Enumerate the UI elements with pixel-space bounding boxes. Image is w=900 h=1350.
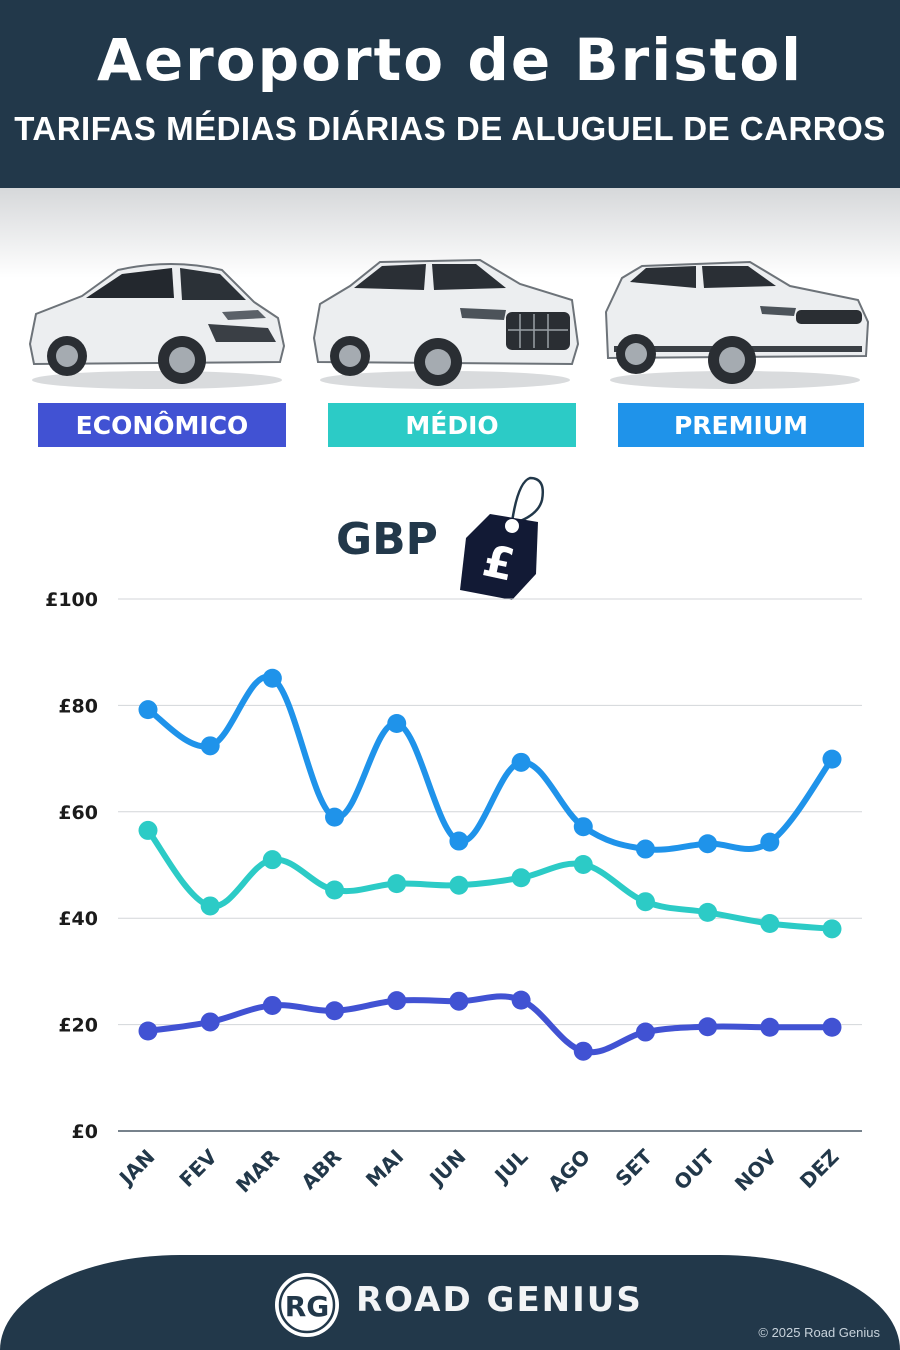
hatchback-car-icon bbox=[22, 252, 292, 392]
line-chart: £0 £20 £40 £60 £80 £100 JAN FEV MAR ABR MAI JUN JUL A… bbox=[45, 589, 862, 1198]
data-point bbox=[138, 820, 158, 840]
data-point bbox=[200, 736, 220, 756]
data-point bbox=[760, 832, 780, 852]
legend-premium: PREMIUM bbox=[618, 403, 864, 447]
data-point bbox=[635, 892, 655, 912]
x-tick-label: MAI bbox=[361, 1145, 408, 1192]
y-tick-label: £100 bbox=[45, 589, 98, 611]
page-subtitle: TARIFAS MÉDIAS DIÁRIAS DE ALUGUEL DE CAR… bbox=[14, 110, 886, 147]
data-point bbox=[822, 1017, 842, 1037]
x-tick-label: SET bbox=[611, 1144, 658, 1191]
y-tick-label: £0 bbox=[72, 1121, 98, 1143]
footer-banner bbox=[0, 1255, 900, 1350]
x-tick-label: NOV bbox=[730, 1144, 782, 1196]
x-tick-label: OUT bbox=[669, 1144, 719, 1194]
x-tick-label: JUL bbox=[488, 1144, 532, 1188]
luxury-suv-car-icon bbox=[600, 252, 870, 392]
data-point bbox=[325, 1001, 345, 1021]
data-point bbox=[760, 914, 780, 934]
data-point bbox=[511, 990, 531, 1010]
suv-car-icon bbox=[310, 252, 580, 392]
y-tick-label: £20 bbox=[58, 1015, 98, 1037]
data-point bbox=[387, 874, 407, 894]
road-genius-logo: RG bbox=[275, 1273, 339, 1337]
data-point bbox=[511, 868, 531, 888]
data-point bbox=[387, 991, 407, 1011]
data-point bbox=[698, 834, 718, 854]
data-point bbox=[698, 902, 718, 922]
x-tick-label: JAN bbox=[113, 1145, 159, 1191]
x-tick-label: JUN bbox=[423, 1145, 470, 1192]
page-title: Aeroporto de Bristol bbox=[96, 26, 804, 94]
price-tag-icon: £ bbox=[460, 476, 544, 600]
legend-medio: MÉDIO bbox=[328, 403, 576, 447]
data-point bbox=[262, 995, 282, 1015]
data-point bbox=[573, 1041, 593, 1061]
data-point bbox=[822, 919, 842, 939]
data-point bbox=[449, 875, 469, 895]
data-point bbox=[325, 807, 345, 827]
series-line bbox=[145, 673, 835, 853]
data-point bbox=[325, 880, 345, 900]
data-point bbox=[138, 1021, 158, 1041]
data-point bbox=[262, 668, 282, 688]
data-point bbox=[698, 1017, 718, 1037]
y-tick-label: £80 bbox=[58, 695, 98, 717]
currency-label: GBP bbox=[336, 514, 438, 565]
brand-name: ROAD GENIUS bbox=[356, 1280, 643, 1320]
data-point bbox=[262, 850, 282, 870]
x-tick-label: FEV bbox=[174, 1144, 222, 1192]
data-point bbox=[138, 700, 158, 720]
y-tick-label: £60 bbox=[58, 802, 98, 824]
data-point bbox=[511, 752, 531, 772]
svg-text:RG: RG bbox=[285, 1290, 330, 1323]
data-point bbox=[573, 817, 593, 837]
x-tick-label: AGO bbox=[543, 1145, 595, 1197]
y-tick-label: £40 bbox=[58, 908, 98, 930]
x-tick-label: DEZ bbox=[795, 1145, 844, 1194]
data-point bbox=[760, 1017, 780, 1037]
data-point bbox=[635, 839, 655, 859]
x-tick-label: MAR bbox=[231, 1145, 284, 1198]
legend-economico: ECONÔMICO bbox=[38, 403, 286, 447]
data-point bbox=[449, 991, 469, 1011]
x-tick-label: ABR bbox=[296, 1145, 346, 1195]
data-point bbox=[387, 713, 407, 733]
data-point bbox=[635, 1022, 655, 1042]
data-point bbox=[200, 1012, 220, 1032]
header-banner: Aeroporto de Bristol TARIFAS MÉDIAS DIÁR… bbox=[0, 0, 900, 188]
data-point bbox=[822, 749, 842, 769]
data-point bbox=[573, 854, 593, 874]
data-point bbox=[200, 896, 220, 916]
data-point bbox=[449, 831, 469, 851]
copyright-text: © 2025 Road Genius bbox=[758, 1325, 880, 1340]
